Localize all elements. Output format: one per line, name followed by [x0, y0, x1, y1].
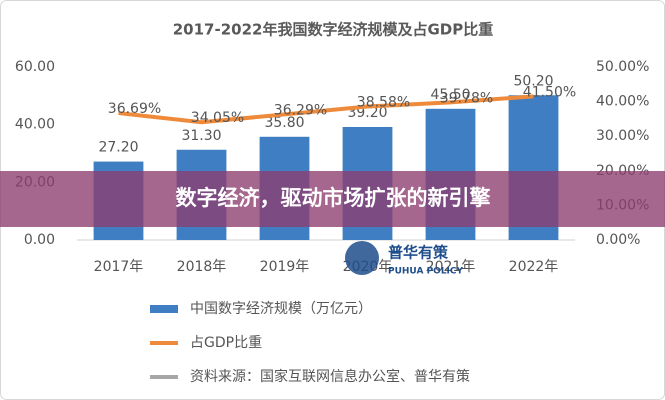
line-value-label: 34.05% — [191, 110, 244, 126]
banner-text: 数字经济，驱动市场扩张的新引擎 — [176, 186, 491, 210]
y-tick-label: 0.00 — [24, 232, 55, 248]
x-tick-label: 2022年 — [509, 259, 559, 275]
line-value-label: 36.29% — [274, 102, 327, 118]
line-value-label: 38.58% — [357, 95, 410, 111]
bar-value-label: 31.30 — [181, 128, 221, 144]
line-value-label: 41.50% — [523, 84, 576, 100]
y2-tick-label: 30.00% — [596, 128, 649, 144]
banner — [0, 171, 665, 227]
watermark-logo — [345, 241, 379, 275]
legend-label: 中国数字经济规模（万亿元） — [190, 301, 372, 317]
bar-value-label: 50.20 — [513, 73, 553, 89]
y-tick-label: 40.00 — [15, 117, 55, 133]
chart-title: 2017-2022年我国数字经济规模及占GDP比重 — [173, 21, 493, 39]
source-note: 资料来源：国家互联网信息办公室、普华有策 — [190, 368, 470, 385]
x-tick-label: 2019年 — [260, 259, 310, 275]
bar-value-label: 45.50 — [430, 87, 470, 103]
line — [118, 94, 534, 125]
bar-value-label: 35.80 — [264, 115, 304, 131]
y-tick-label: 60.00 — [15, 59, 55, 75]
x-tick-label: 2018年 — [177, 259, 227, 275]
watermark-text: PUHUA POLICY — [388, 267, 464, 277]
y2-tick-label: 40.00% — [596, 94, 649, 110]
x-tick-label: 2021年 — [426, 259, 476, 275]
x-tick-label: 2017年 — [94, 259, 144, 275]
line-value-label: 39.78% — [440, 90, 493, 106]
watermark-text: 普华有策 — [388, 244, 449, 262]
bar-value-label: 27.20 — [98, 140, 138, 156]
line-value-label: 36.69% — [108, 101, 161, 117]
y2-tick-label: 0.00% — [596, 232, 640, 248]
legend-label: 占GDP比重 — [190, 335, 262, 351]
y2-tick-label: 50.00% — [596, 59, 649, 75]
